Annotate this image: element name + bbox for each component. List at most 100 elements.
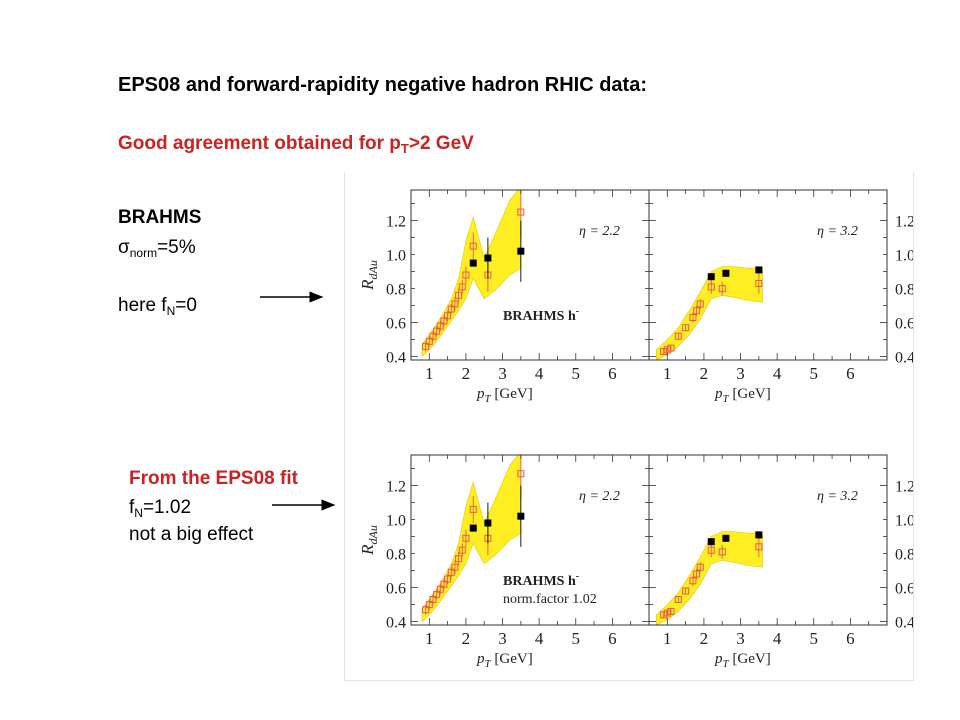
subtitle-sub: T [400, 141, 409, 156]
fn-sub: N [134, 506, 143, 520]
filled-point [755, 531, 763, 539]
y-tick-label-left: 0.8 [386, 282, 406, 299]
note-brahms: BRAHMS [118, 207, 202, 228]
y-tick-label-right: 0.4 [895, 350, 913, 367]
x-axis-label: pT [GeV] [714, 651, 771, 670]
y-axis-label-sub: dAu [366, 525, 380, 544]
open-point [447, 305, 455, 313]
chart-2-panel-1: 1 2 3 4 5 6 0.4 0.6 0.8 1.0 1.2 η = 2.2 pT [GeV] BRAH… [358, 454, 650, 670]
x-tick-label: 2 [700, 364, 709, 383]
note-fn: fN=1.02 [129, 496, 191, 525]
x-axis-label-tail: [GeV] [491, 386, 533, 402]
open-point [682, 587, 690, 595]
y-axis-label-sub: dAu [366, 260, 380, 279]
y-tick-label-right: 0.8 [895, 547, 913, 564]
x-tick-label: 2 [700, 629, 709, 648]
open-point [440, 317, 448, 325]
open-point [689, 314, 697, 321]
y-tick-label-left: 0.4 [386, 350, 406, 367]
filled-point [484, 254, 492, 262]
open-point [433, 327, 441, 335]
norm-factor-annotation: norm.factor 1.02 [503, 592, 597, 607]
x-tick-label: 4 [535, 629, 544, 648]
series-label-sup: - [576, 571, 579, 582]
open-point [429, 332, 437, 340]
y-axis-label-main: R [358, 544, 377, 556]
x-tick-label: 2 [462, 364, 471, 383]
chart-1: 1 2 3 4 5 60.40.60.81.01.2η = 2.2pT [GeV]BRAH… [358, 189, 915, 405]
open-point [682, 324, 690, 332]
open-point [693, 307, 701, 315]
x-axis-label-sub: T [485, 658, 492, 670]
open-point [689, 577, 697, 585]
open-point [425, 601, 433, 609]
y-tick-label-left: 1.0 [386, 248, 406, 265]
x-axis-label: pT [GeV] [476, 386, 533, 405]
open-point [462, 271, 470, 279]
x-axis-label-sub: T [485, 393, 492, 405]
open-point [674, 596, 682, 603]
slide-title: EPS08 and forward-rapidity negative hadr… [118, 74, 647, 96]
note-sigma: σnorm=5% [118, 236, 196, 265]
x-tick-label: 2 [462, 629, 471, 648]
x-tick-label: 4 [535, 364, 544, 383]
here-tail: =0 [175, 295, 197, 316]
here-sub: N [166, 304, 176, 318]
open-point [696, 300, 704, 308]
eta-label: η = 2.2 [579, 489, 620, 504]
subtitle-tail: >2 GeV [408, 133, 474, 154]
filled-point [722, 534, 730, 542]
fn-tail: =1.02 [142, 497, 192, 518]
model-band [656, 531, 763, 625]
series-label-sup: - [576, 306, 579, 317]
sigma-main: σ [118, 237, 130, 258]
open-point [718, 285, 726, 293]
filled-point [755, 266, 763, 274]
y-tick-label-left: 0.6 [386, 581, 406, 598]
x-tick-label: 1 [425, 364, 434, 383]
open-point [755, 280, 763, 287]
sigma-sub: norm [129, 246, 158, 260]
x-axis-label-tail: [GeV] [729, 651, 771, 667]
x-axis-label-main: p [476, 386, 485, 402]
x-tick-label: 5 [572, 629, 581, 648]
open-point [469, 242, 477, 250]
x-tick-label: 1 [663, 629, 672, 648]
y-tick-label-right: 1.2 [895, 214, 913, 231]
x-tick-label: 4 [773, 629, 782, 648]
open-point [707, 546, 715, 554]
plot-area [656, 266, 763, 360]
open-point [517, 208, 525, 216]
slide-subtitle: Good agreement obtained for pT>2 GeV [118, 133, 474, 156]
open-point [436, 322, 444, 330]
open-point [718, 548, 726, 556]
eta-label: η = 3.2 [817, 489, 858, 504]
filled-point [722, 269, 730, 277]
x-tick-label: 6 [608, 629, 617, 648]
open-point [425, 337, 433, 345]
filled-point [469, 259, 477, 267]
y-axis-label-main: R [358, 279, 377, 291]
x-axis-label: pT [GeV] [476, 651, 533, 670]
x-axis-label-tail: [GeV] [491, 651, 533, 667]
x-tick-label: 4 [773, 364, 782, 383]
x-tick-label: 6 [608, 364, 617, 383]
filled-point [517, 512, 525, 520]
y-tick-label-left: 1.0 [386, 513, 406, 530]
sigma-tail: =5% [157, 237, 196, 258]
fn-main: f [129, 497, 135, 518]
y-tick-label-right: 1.0 [895, 513, 913, 530]
filled-point [484, 519, 492, 527]
x-axis-label-main: p [714, 386, 723, 402]
x-axis-label-sub: T [723, 658, 730, 670]
filled-point [707, 538, 715, 546]
y-tick-label-right: 1.2 [895, 479, 913, 496]
y-tick-label-right: 1.0 [895, 248, 913, 265]
panel-frame [410, 189, 650, 361]
model-band [656, 266, 763, 360]
open-point [696, 563, 704, 571]
here-main: here f [118, 295, 167, 316]
open-point [707, 283, 715, 291]
panel-frame [648, 454, 888, 626]
x-tick-label: 6 [846, 629, 855, 648]
